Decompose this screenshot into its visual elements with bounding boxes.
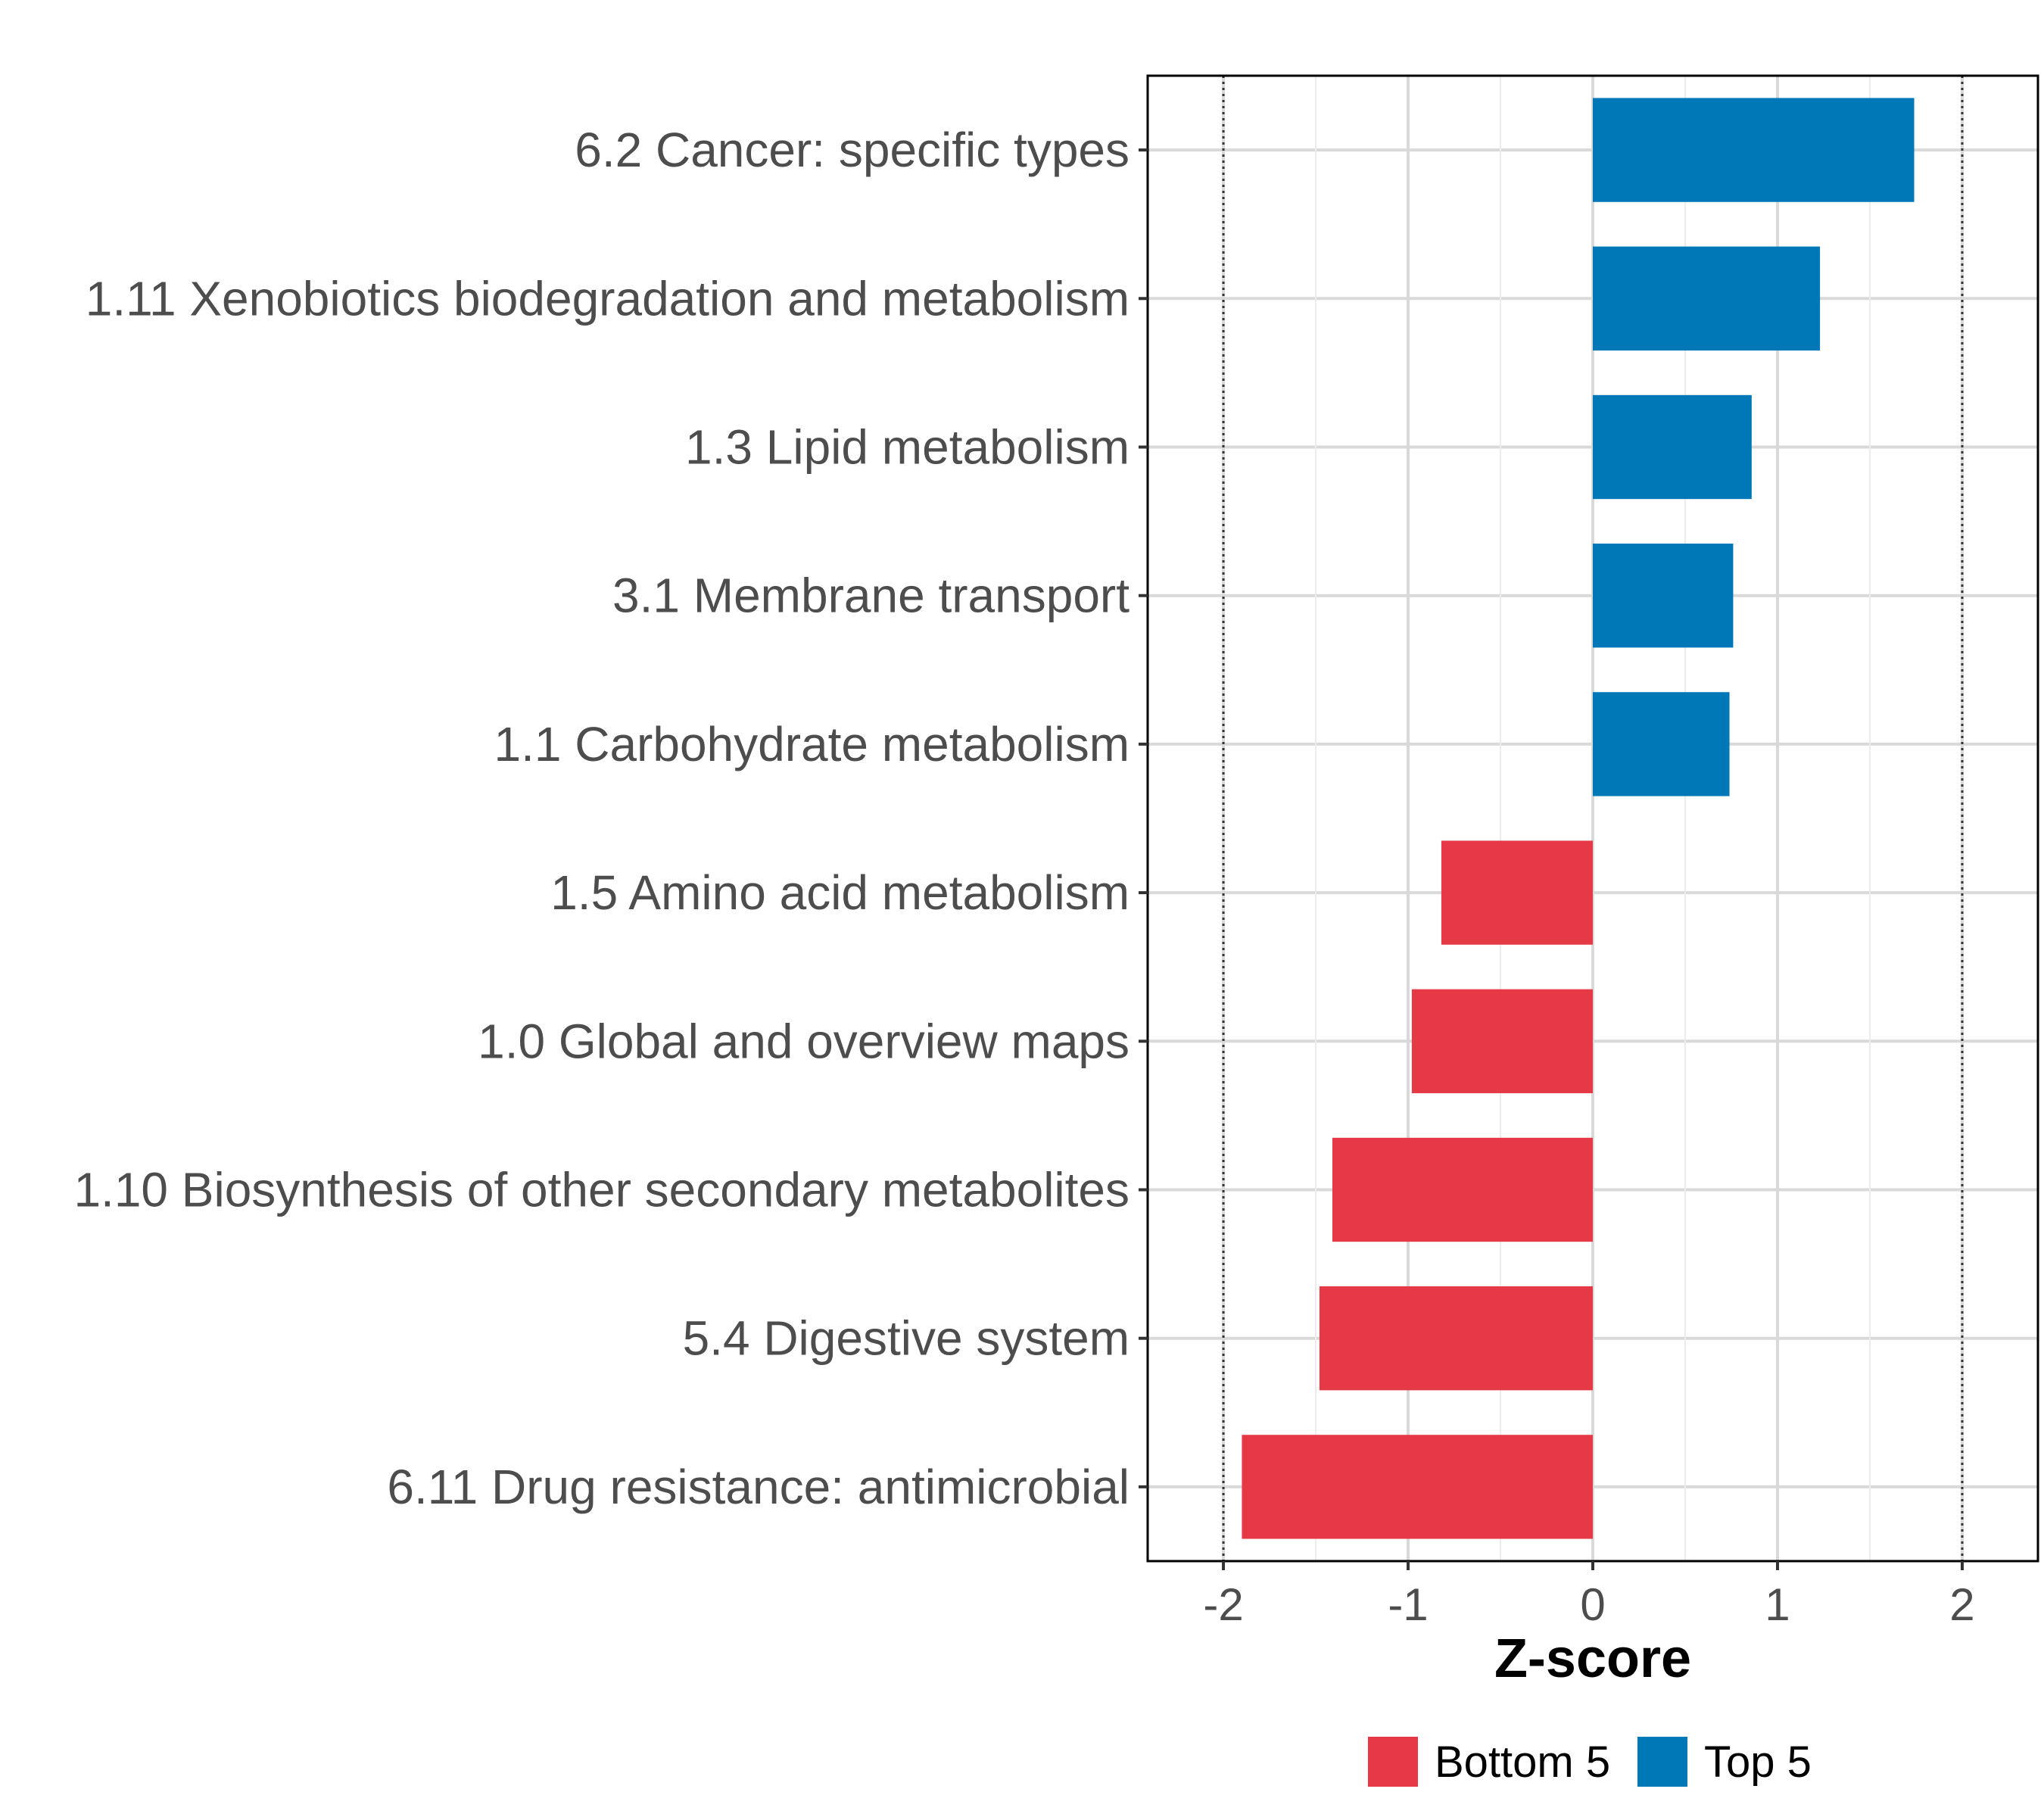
bars <box>1242 98 1915 1539</box>
y-tick-label: 1.1 Carbohydrate metabolism <box>494 717 1129 771</box>
x-tick-label: -1 <box>1388 1579 1428 1630</box>
x-tick-label: 0 <box>1580 1579 1605 1630</box>
bar <box>1593 246 1821 351</box>
bar <box>1332 1137 1593 1242</box>
legend-label: Top 5 <box>1704 1738 1812 1787</box>
x-axis: -2 -1 0 1 2 <box>1203 1561 1975 1630</box>
y-axis: 6.2 Cancer: specific types 1.11 Xenobioti… <box>73 123 1148 1514</box>
bar <box>1441 840 1593 945</box>
y-tick-label: 6.11 Drug resistance: antimicrobial <box>387 1460 1129 1514</box>
legend-label: Bottom 5 <box>1435 1738 1610 1787</box>
y-tick-label: 5.4 Digestive system <box>683 1311 1129 1366</box>
bar <box>1593 544 1734 648</box>
y-tick-label: 6.2 Cancer: specific types <box>575 123 1129 177</box>
bar <box>1242 1435 1593 1539</box>
bar <box>1593 98 1915 202</box>
bar <box>1411 989 1593 1093</box>
bar <box>1593 394 1752 500</box>
bar <box>1319 1286 1593 1391</box>
x-tick-label: 1 <box>1765 1579 1790 1630</box>
legend: Bottom 5 Top 5 <box>1368 1737 1812 1787</box>
legend-swatch <box>1368 1737 1418 1787</box>
bar <box>1593 692 1730 796</box>
y-tick-label: 1.3 Lipid metabolism <box>685 420 1129 475</box>
legend-swatch <box>1637 1737 1687 1787</box>
y-tick-label: 1.11 Xenobiotics biodegradation and meta… <box>86 271 1129 326</box>
x-axis-title: Z-score <box>1494 1628 1691 1689</box>
x-tick-label: 2 <box>1949 1579 1974 1630</box>
y-tick-label: 3.1 Membrane transport <box>612 569 1129 623</box>
x-tick-label: -2 <box>1203 1579 1243 1630</box>
y-tick-label: 1.5 Amino acid metabolism <box>550 865 1129 920</box>
y-tick-label: 1.0 Global and overview maps <box>478 1014 1129 1068</box>
y-tick-label: 1.10 Biosynthesis of other secondary met… <box>73 1163 1129 1217</box>
